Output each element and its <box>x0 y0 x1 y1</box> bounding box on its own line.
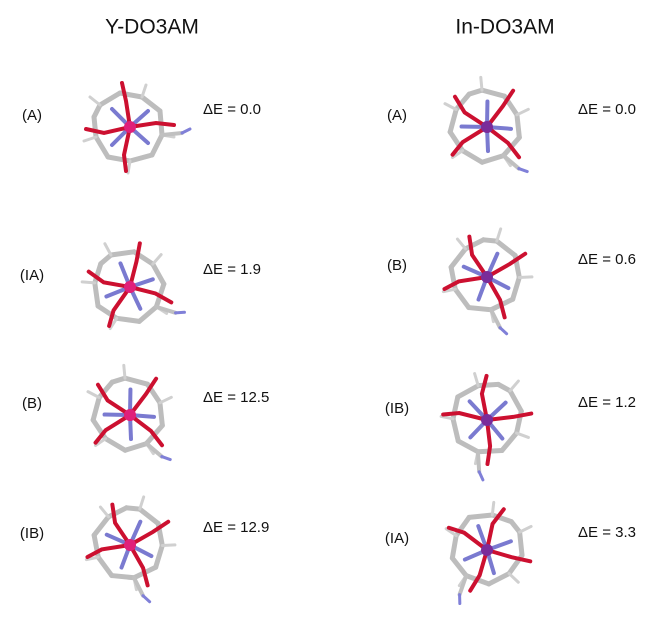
energy-label: ΔE = 3.3 <box>578 524 636 541</box>
bond <box>111 244 134 263</box>
bond <box>498 384 510 390</box>
energy-label: ΔE = 1.2 <box>578 394 636 411</box>
conformer-label: (B) <box>387 257 407 274</box>
bond <box>453 397 458 419</box>
bond <box>469 300 491 317</box>
molecule <box>84 83 190 173</box>
bond <box>483 236 496 246</box>
bond <box>87 283 106 306</box>
bond <box>447 536 462 558</box>
molecule <box>65 351 203 490</box>
bond <box>452 419 459 441</box>
bond <box>106 434 126 454</box>
bond <box>140 505 158 528</box>
bond <box>150 403 173 426</box>
bond <box>482 148 503 169</box>
bond <box>112 568 134 585</box>
molecule <box>420 489 546 620</box>
bond <box>474 374 478 386</box>
bond <box>465 240 484 249</box>
bond <box>108 157 130 161</box>
bond <box>139 303 156 325</box>
bond <box>126 504 139 514</box>
molecule <box>428 218 550 349</box>
amide <box>479 472 483 480</box>
column-title: Y-DO3AM <box>105 16 199 39</box>
amide <box>456 595 463 604</box>
molecule <box>422 63 560 202</box>
bond <box>482 82 505 105</box>
conformer-label: (IA) <box>20 267 44 284</box>
bond <box>85 397 108 420</box>
bond <box>84 137 96 141</box>
column-title: In-DO3AM <box>455 16 554 39</box>
bond <box>100 93 120 105</box>
bond <box>509 391 522 411</box>
bond <box>447 249 470 267</box>
side-arm <box>477 452 480 472</box>
amide <box>500 326 507 335</box>
molecule <box>70 229 203 353</box>
amide <box>176 309 185 316</box>
bond <box>457 238 465 251</box>
bond <box>94 105 100 117</box>
bond <box>125 370 148 393</box>
bond <box>100 506 108 519</box>
molecule <box>71 486 193 617</box>
bond <box>108 508 127 517</box>
side-arm <box>162 133 182 135</box>
conformer-label: (IB) <box>20 525 44 542</box>
bond <box>516 433 528 437</box>
energy-label: ΔE = 12.5 <box>203 389 269 406</box>
energy-label: ΔE = 1.9 <box>203 261 261 278</box>
bond <box>507 574 520 583</box>
bond <box>94 117 96 137</box>
bond <box>510 381 518 391</box>
bond <box>125 436 146 457</box>
bond <box>118 365 131 378</box>
bond <box>142 97 160 111</box>
bond <box>475 77 488 90</box>
figure: Y-DO3AM (A) ΔE = 0.0 (IA) ΔE = 1.9 (B) ΔE = 12… <box>0 0 656 620</box>
bond <box>507 115 530 138</box>
bond <box>469 86 482 99</box>
conformer-label: (B) <box>22 395 42 412</box>
conformer-label: (A) <box>387 107 407 124</box>
bond <box>458 385 478 398</box>
bond <box>117 313 140 327</box>
conformer-label: (IA) <box>385 530 409 547</box>
bond <box>96 137 108 157</box>
energy-label: ΔE = 0.0 <box>578 101 636 118</box>
bond <box>153 253 161 266</box>
amide <box>143 594 150 603</box>
energy-label: ΔE = 0.0 <box>203 101 261 118</box>
bond <box>469 507 492 526</box>
metal-center <box>124 121 136 133</box>
bond <box>502 433 517 451</box>
bond <box>90 97 100 105</box>
conformer-label: (A) <box>22 107 42 124</box>
bond <box>128 161 130 173</box>
amide <box>182 129 190 133</box>
bond <box>497 237 515 260</box>
bond <box>152 135 162 155</box>
bond <box>463 146 483 166</box>
energy-label: ΔE = 0.6 <box>578 251 636 268</box>
bond <box>478 384 498 387</box>
bond <box>112 374 125 387</box>
bond <box>511 532 530 555</box>
bond <box>142 85 146 97</box>
molecule <box>439 372 533 481</box>
energy-label: ΔE = 12.9 <box>203 519 269 536</box>
bond <box>458 441 478 452</box>
bond <box>442 109 465 132</box>
bond <box>130 155 152 161</box>
bond <box>90 517 113 535</box>
conformer-label: (IB) <box>385 400 409 417</box>
